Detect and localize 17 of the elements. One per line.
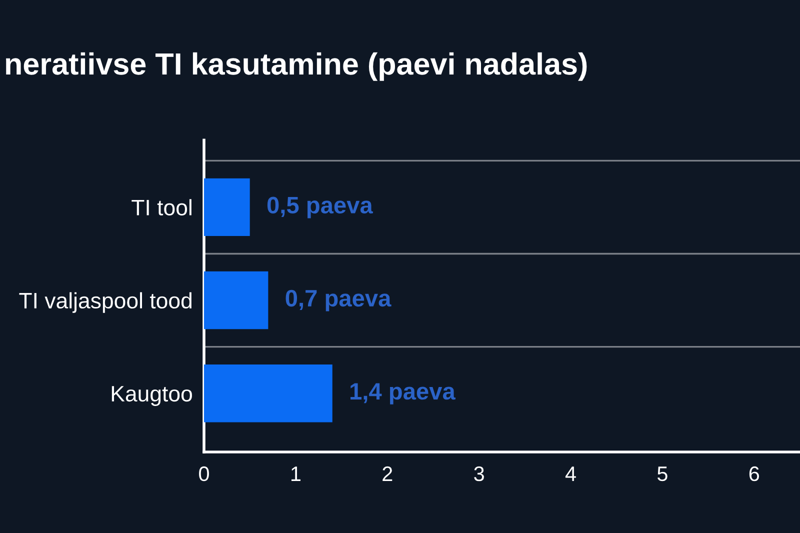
y-tick-label: TI tool [132,199,192,216]
x-tick-label: 0 [199,466,209,482]
bar [204,364,332,422]
chart-title: neratiivse TI kasutamine (paevi nadalas) [6,52,587,81]
data-label: 0,7 paeva [286,290,392,312]
y-tick-label: TI valjaspool tood [19,292,192,313]
x-tick-label: 6 [749,466,760,482]
x-tick-label: 1 [291,466,300,481]
y-tick-label: Kaugtoo [112,386,192,406]
data-label: 0,5 paeva [267,196,373,218]
bar [204,271,268,330]
bar [204,178,250,236]
x-tick-label: 3 [474,466,484,482]
x-tick-label: 5 [658,466,668,482]
data-label: 1,4 paeva [350,383,456,404]
x-tick-label: 4 [565,466,576,481]
x-tick-label: 2 [382,466,392,481]
